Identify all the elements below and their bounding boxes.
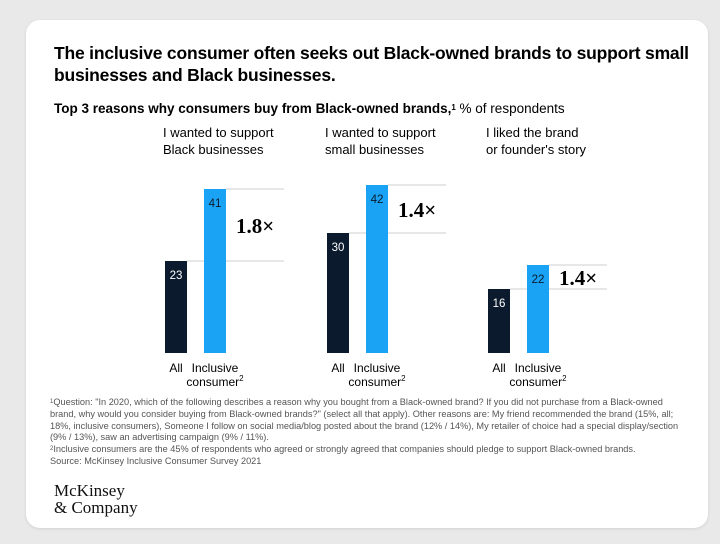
bar-chart: I wanted to support Black businesses 23 41 1… <box>163 125 607 389</box>
panel-3-multiplier: 1.4× <box>559 266 597 290</box>
panel-1-bar-inclusive <box>204 189 226 353</box>
panel-2-bar-inclusive <box>366 185 388 353</box>
panel-1-xlabel-inclusive-line-1: Inclusive <box>192 361 239 375</box>
footnote-1: 1Question: "In 2020, which of the follow… <box>50 397 690 444</box>
footnote-1-marker: 1 <box>50 399 54 405</box>
footnote-2-text: Inclusive consumers are the 45% of respo… <box>53 444 636 455</box>
panel-3-bar-all <box>488 289 510 353</box>
panel-2-title-line-1: I wanted to support <box>325 125 436 140</box>
source-note: Source: McKinsey Inclusive Consumer Surv… <box>50 455 262 466</box>
subtitle-unit: % of respondents <box>455 101 565 116</box>
panel-3-label-all: 16 <box>493 298 506 310</box>
panel-3-bar-inclusive <box>527 265 549 353</box>
panel-2-title-line-2: small businesses <box>325 142 424 157</box>
panel-3-xlabel-inclusive-line-1: Inclusive <box>515 361 562 375</box>
footnotes: 1Question: "In 2020, which of the follow… <box>50 397 690 468</box>
mckinsey-logo: McKinsey & Company <box>54 482 138 516</box>
panel-1-title-line-1: I wanted to support <box>163 125 274 140</box>
panel-2-bar-all <box>327 233 349 353</box>
panel-2-xlabel-inclusive-line-1: Inclusive <box>354 361 401 375</box>
panel-1-title-line-2: Black businesses <box>163 142 264 157</box>
panel-3-title-line-2: or founder's story <box>486 142 587 157</box>
panel-3-xlabel-inclusive-line-2: consumer2 <box>509 374 567 389</box>
panel-3-xlabel-all: All <box>492 361 505 375</box>
footnote-2-marker: 2 <box>50 446 54 453</box>
panel-1-multiplier: 1.8× <box>236 214 274 238</box>
panel-1-xlabel-footnote-ref: 2 <box>239 374 244 383</box>
chart-card: The inclusive consumer often seeks out B… <box>26 20 708 528</box>
panel-2-xlabel-footnote-ref: 2 <box>401 374 406 383</box>
footnote-2: 2Inclusive consumers are the 45% of resp… <box>50 444 690 456</box>
panel-3-title-line-1: I liked the brand <box>486 125 579 140</box>
panel-1-label-inclusive: 41 <box>209 198 222 210</box>
subtitle-main: Top 3 reasons why consumers buy from Bla… <box>54 101 452 116</box>
panel-1-bar-all <box>165 261 187 353</box>
logo-line-2: & Company <box>54 498 138 517</box>
headline: The inclusive consumer often seeks out B… <box>54 43 689 85</box>
footnote-1-text: Question: "In 2020, which of the followi… <box>50 397 679 443</box>
panel-1-xlabel-inclusive-line-2: consumer2 <box>186 374 244 389</box>
panel-1-xlabel-all: All <box>169 361 182 375</box>
subtitle-footnote-ref: 1 <box>451 103 456 112</box>
panel-2-label-inclusive: 42 <box>371 194 384 206</box>
panel-2-xlabel-all: All <box>331 361 344 375</box>
panel-1-label-all: 23 <box>170 270 183 282</box>
chart-subtitle: Top 3 reasons why consumers buy from Bla… <box>54 100 694 118</box>
panel-3-xlabel-footnote-ref: 2 <box>562 374 567 383</box>
panel-2-multiplier: 1.4× <box>398 198 436 222</box>
panel-2-label-all: 30 <box>332 242 345 254</box>
logo-line-1: McKinsey <box>54 481 125 500</box>
panel-3-label-inclusive: 22 <box>532 274 545 286</box>
panel-2-xlabel-inclusive-line-2: consumer2 <box>348 374 406 389</box>
